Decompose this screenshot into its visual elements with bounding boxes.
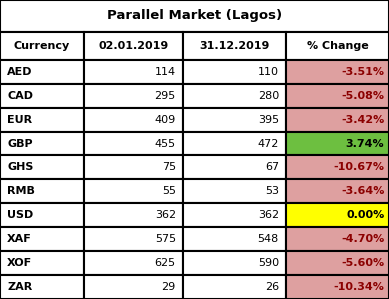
Text: 280: 280 (258, 91, 279, 101)
Text: 295: 295 (154, 91, 176, 101)
Text: 395: 395 (258, 115, 279, 125)
Text: 455: 455 (155, 138, 176, 149)
Bar (183, 132, 286, 155)
Text: % Change: % Change (307, 41, 368, 51)
Bar (286, 155, 389, 179)
Text: 548: 548 (258, 234, 279, 244)
Bar (0, 227, 84, 251)
Text: CAD: CAD (7, 91, 33, 101)
Bar (84, 132, 183, 155)
Text: -3.42%: -3.42% (341, 115, 384, 125)
Bar (84, 32, 183, 60)
Bar (183, 251, 286, 275)
Text: 625: 625 (155, 258, 176, 268)
Text: Currency: Currency (14, 41, 70, 51)
Text: 362: 362 (258, 210, 279, 220)
Text: EUR: EUR (7, 115, 32, 125)
Text: 3.74%: 3.74% (346, 138, 384, 149)
Bar (183, 32, 286, 60)
Text: 55: 55 (162, 186, 176, 196)
Text: 409: 409 (154, 115, 176, 125)
Bar (84, 275, 183, 299)
Bar (84, 179, 183, 203)
Text: -3.64%: -3.64% (341, 186, 384, 196)
Bar (286, 132, 389, 155)
Text: Parallel Market (Lagos): Parallel Market (Lagos) (107, 10, 282, 22)
Bar (286, 108, 389, 132)
Text: 29: 29 (161, 282, 176, 292)
Text: 02.01.2019: 02.01.2019 (98, 41, 168, 51)
Text: XAF: XAF (7, 234, 32, 244)
Bar (286, 275, 389, 299)
Text: -10.67%: -10.67% (333, 162, 384, 173)
Text: XOF: XOF (7, 258, 32, 268)
Text: GBP: GBP (7, 138, 33, 149)
Text: -4.70%: -4.70% (341, 234, 384, 244)
Bar (0, 108, 84, 132)
Bar (84, 203, 183, 227)
Text: 472: 472 (258, 138, 279, 149)
Text: 590: 590 (258, 258, 279, 268)
Bar (286, 84, 389, 108)
Bar (183, 60, 286, 84)
Bar (286, 179, 389, 203)
Bar (84, 227, 183, 251)
Text: -5.08%: -5.08% (341, 91, 384, 101)
Bar (0, 251, 84, 275)
Bar (84, 108, 183, 132)
Bar (286, 203, 389, 227)
Text: 575: 575 (155, 234, 176, 244)
Bar (0, 132, 84, 155)
Bar (0, 179, 84, 203)
Bar (0, 155, 84, 179)
Bar (183, 227, 286, 251)
Text: 0.00%: 0.00% (346, 210, 384, 220)
Text: 110: 110 (258, 67, 279, 77)
Bar (183, 275, 286, 299)
Text: USD: USD (7, 210, 33, 220)
Bar (0, 203, 84, 227)
Bar (183, 155, 286, 179)
Bar (183, 84, 286, 108)
Text: AED: AED (7, 67, 33, 77)
Bar (183, 179, 286, 203)
Text: 67: 67 (265, 162, 279, 173)
Bar (286, 227, 389, 251)
Text: 31.12.2019: 31.12.2019 (199, 41, 270, 51)
Text: -10.34%: -10.34% (333, 282, 384, 292)
Bar (0, 275, 84, 299)
Bar (84, 155, 183, 179)
Text: 75: 75 (162, 162, 176, 173)
Bar (286, 251, 389, 275)
Bar (286, 32, 389, 60)
Text: RMB: RMB (7, 186, 35, 196)
Bar (183, 108, 286, 132)
Text: 114: 114 (155, 67, 176, 77)
Text: 53: 53 (265, 186, 279, 196)
Bar (183, 203, 286, 227)
Bar (0, 60, 84, 84)
Text: 26: 26 (265, 282, 279, 292)
Bar (0, 32, 84, 60)
Bar (0, 0, 389, 32)
Bar (84, 251, 183, 275)
Bar (286, 60, 389, 84)
Text: ZAR: ZAR (7, 282, 32, 292)
Bar (84, 60, 183, 84)
Text: GHS: GHS (7, 162, 33, 173)
Text: -5.60%: -5.60% (341, 258, 384, 268)
Text: -3.51%: -3.51% (341, 67, 384, 77)
Bar (84, 84, 183, 108)
Bar (0, 84, 84, 108)
Text: 362: 362 (155, 210, 176, 220)
